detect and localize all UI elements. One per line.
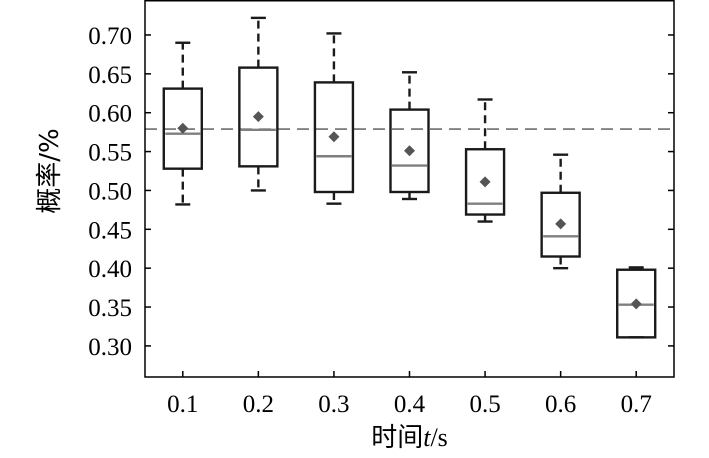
mean-marker [555,218,567,230]
box-0.7 [616,266,657,339]
mean-marker [177,122,189,134]
boxes-group [162,16,657,339]
y-tick-label: 0.30 [88,334,132,361]
axes-group [144,0,675,378]
x-tick-label: 0.2 [243,391,274,418]
box-0.3 [313,32,355,205]
y-axis-label: 概率/% [35,128,65,213]
x-ticks-group: 0.1 0.2 0.3 0.4 0.5 0.6 0.7 [167,371,652,418]
plot-frame [144,0,675,378]
y-tick-label: 0.65 [88,62,132,89]
x-tick-label: 0.6 [545,391,576,418]
box-0.1 [162,41,203,206]
x-tick-label: 0.3 [318,391,349,418]
x-axis-label: 时间t/s [371,423,448,453]
y-tick-label: 0.35 [88,295,132,322]
box-0.6 [540,153,581,270]
mean-marker [630,298,642,310]
box-iqr [313,81,355,194]
box-iqr [389,108,430,194]
x-tick-label: 0.1 [167,391,198,418]
y-tick-label: 0.55 [88,140,132,167]
mean-marker [404,145,415,157]
y-tick-label: 0.70 [88,23,132,50]
y-ticks-group: 0.30 0.35 0.40 0.45 0.50 0.55 0.60 0.65 0.70 [88,23,674,361]
box-0.5 [464,98,506,223]
mean-marker [328,131,340,143]
x-tick-label: 0.4 [394,391,426,418]
box-iqr [616,268,657,339]
mean-marker [479,176,491,188]
box-iqr [540,191,581,258]
box-0.4 [389,71,430,201]
y-tick-label: 0.40 [88,256,132,283]
y-tick-label: 0.50 [88,178,132,205]
y-tick-label: 0.60 [88,101,132,128]
box-iqr [238,66,279,168]
box-0.2 [238,16,279,192]
x-tick-label: 0.7 [621,391,652,418]
x-tick-label: 0.5 [469,391,500,418]
mean-marker [252,111,264,123]
box-iqr [464,148,506,216]
box-iqr [162,87,203,170]
y-tick-label: 0.45 [88,217,132,244]
